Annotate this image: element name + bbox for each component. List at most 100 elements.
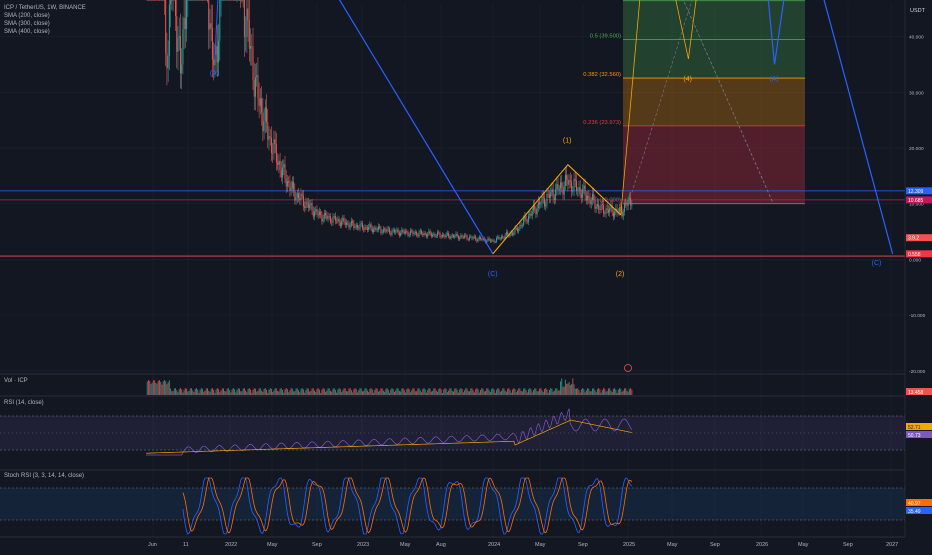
candle-body [181,64,183,74]
candle-body [184,17,186,29]
volume-bar [499,391,501,395]
candle-body [481,239,483,240]
volume-bar [289,390,291,395]
event-marker-icon [624,364,632,372]
time-axis-label: 2024 [488,542,500,548]
rsi-badge [906,423,932,430]
candle-body [443,234,445,236]
candle-body [504,235,506,239]
time-axis-label: Sep [312,542,322,548]
candle-body [605,208,607,214]
candle-body [385,229,387,232]
volume-bar [269,388,271,395]
candle-body [279,160,281,171]
volume-bar [326,390,328,395]
volume-bar [268,389,270,395]
projection-dashed-line [682,0,774,204]
candle-body [209,23,211,30]
candle-body [441,234,443,237]
candle-body [405,231,407,234]
volume-pane-title[interactable]: Vol · ICP [4,378,28,384]
indicator-sma200[interactable]: SMA (200, close) [4,13,50,19]
candle-body [288,181,290,183]
volume-bar [539,388,541,395]
volume-bar [200,388,202,395]
volume-bar [300,389,302,395]
candle-body [205,0,207,1]
candle-body [567,179,569,185]
volume-bar [214,392,216,395]
candle-body [437,232,439,237]
volume-bar [467,391,469,395]
volume-bar [309,391,311,395]
volume-bar [254,388,256,395]
candle-body [171,0,173,1]
volume-bar [406,389,408,395]
candle-body [523,218,525,226]
volume-bar [444,388,446,395]
candle-body [626,204,628,206]
candle-body [294,190,296,201]
candle-body [387,228,389,230]
candle-body [248,20,250,49]
volume-bar [546,389,548,395]
volume-bar [590,391,592,395]
candle-body [269,136,271,138]
volume-bar [202,388,204,395]
indicator-sma400[interactable]: SMA (400, close) [4,29,50,35]
volume-bar [395,390,397,395]
candle-body [514,228,516,233]
volume-bar [427,389,429,395]
volume-bar [631,389,633,395]
stoch-pane-title[interactable]: Stoch RSI (3, 3, 14, 14, close) [4,473,85,479]
symbol-title[interactable]: ICP / TetherUS, 1W, BINANCE [4,5,86,11]
volume-bar [547,392,549,395]
price-badge [906,187,932,195]
volume-bar [314,390,316,395]
candle-body [459,237,461,240]
candle-body [406,231,408,232]
volume-bar [286,389,288,395]
candle-body [348,223,350,228]
indicator-sma300[interactable]: SMA (300, close) [4,21,50,27]
candle-body [578,187,580,191]
candle-body [502,236,504,238]
time-axis-label: 2022 [225,542,237,548]
volume-bar [364,388,366,395]
candle-body [333,216,335,217]
time-axis-label: 2027 [886,542,898,548]
candle-body [408,234,410,236]
candle-body [215,46,217,55]
fib-level-label: 0.5 (39.500) [590,33,621,39]
candle-body [343,217,345,223]
candle-body [161,0,163,1]
volume-bar [188,390,190,395]
volume-bar [213,389,215,395]
candle-body [273,139,275,154]
volume-bar [477,389,479,395]
price-tick: 10.000 [909,202,924,208]
candle-body [512,232,514,235]
volume-bar [541,390,543,395]
volume-bar [366,390,368,395]
volume-bar [218,389,220,395]
volume-bar [612,388,614,395]
price-badge [906,234,932,242]
volume-bar [465,388,467,395]
volume-bar [614,388,616,395]
volume-bar [349,388,351,395]
volume-bar [267,392,269,395]
rsi-pane-title[interactable]: RSI (14, close) [4,400,44,406]
volume-bar [497,388,499,395]
candle-body [400,232,402,236]
candle-body [270,137,272,154]
volume-bar [166,384,168,395]
volume-bar [397,388,399,395]
candle-body [157,0,159,1]
candle-body [438,232,440,234]
fib-zone [623,125,805,204]
volume-bar [461,389,463,395]
time-axis-label: 2023 [357,542,369,548]
candle-body [214,54,216,66]
